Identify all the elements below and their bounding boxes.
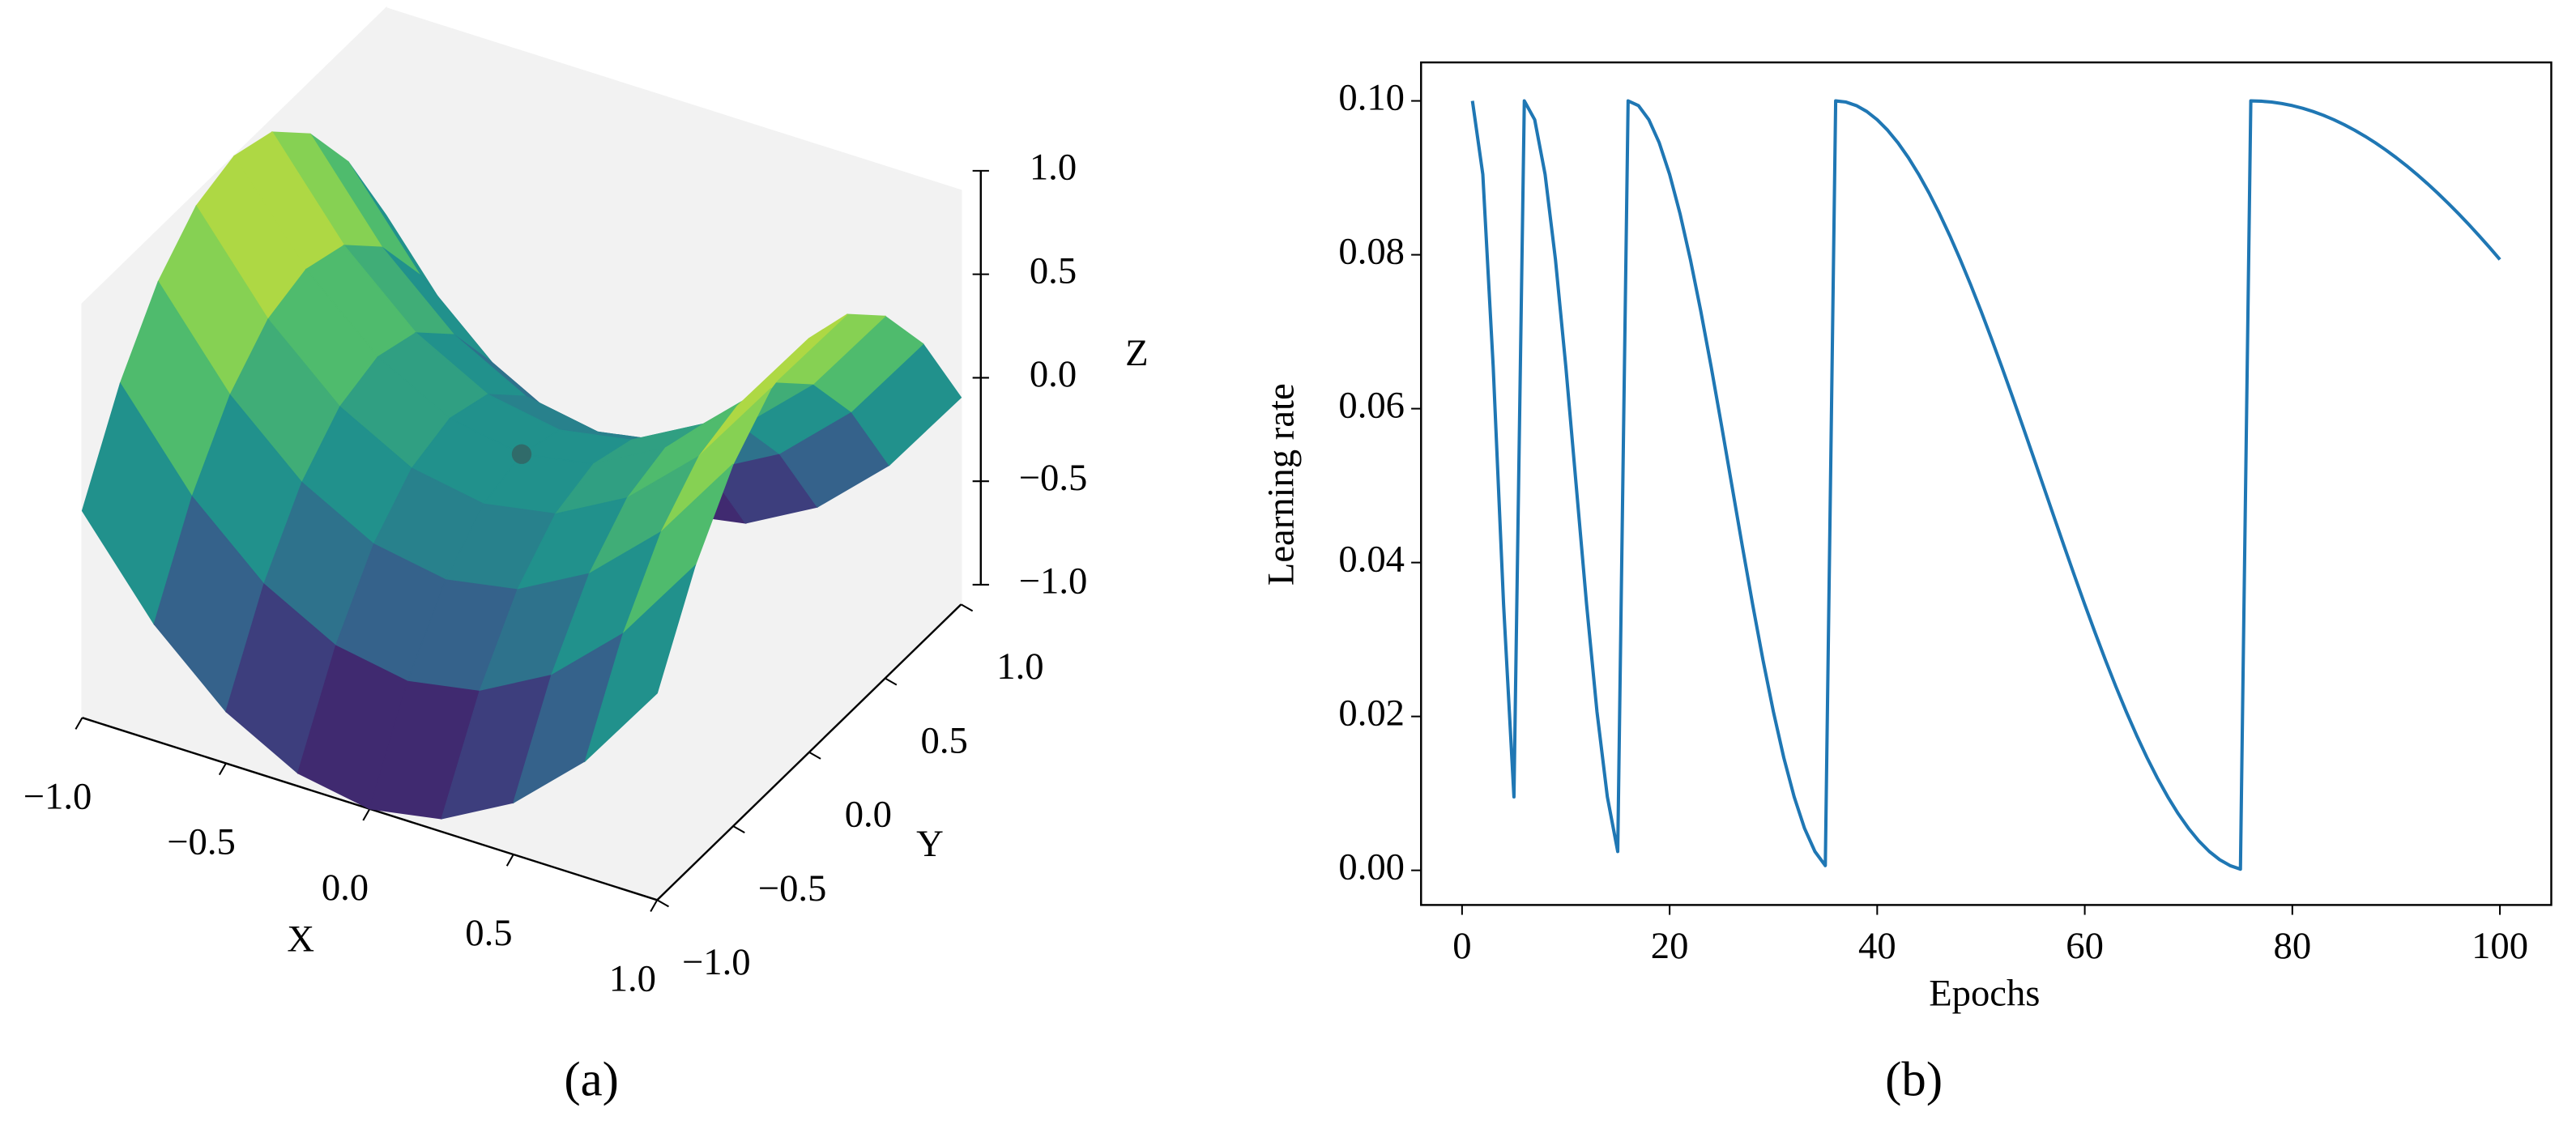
x-tick-label: 0: [1452, 925, 1471, 967]
x-tick-label: 0.5: [465, 912, 512, 954]
x-tick: [650, 899, 659, 913]
y-tick: [656, 899, 669, 908]
y-tick: [732, 825, 745, 834]
marker-point: [511, 444, 532, 464]
x-tick-label: 1.0: [609, 957, 656, 999]
line-series: [1470, 99, 2501, 871]
x-axis-label: Epochs: [1929, 973, 2040, 1015]
panel-label: (a): [564, 1052, 619, 1106]
z-tick-label: −1.0: [1019, 560, 1088, 603]
y-tick-label: 0.10: [1338, 76, 1405, 118]
z-tick-label: −0.5: [1019, 457, 1088, 499]
y-tick-label: 0.08: [1338, 230, 1405, 272]
y-tick: [885, 677, 898, 686]
y-tick: [960, 603, 974, 612]
x-tick-label: 60: [2066, 925, 2104, 967]
surface-cell: [584, 564, 697, 763]
x-axis-label: X: [287, 918, 314, 961]
x-tick-label: 0.0: [322, 867, 369, 909]
x-tick: [75, 717, 83, 730]
y-tick-label: 0.06: [1338, 384, 1405, 426]
z-tick-label: 0.0: [1030, 353, 1077, 395]
y-tick-label: 0.00: [1338, 846, 1405, 888]
y-axis-label: Y: [916, 823, 944, 865]
y-tick: [808, 751, 821, 760]
x-tick-label: 100: [2472, 925, 2528, 967]
z-axis-label: Z: [1125, 332, 1148, 374]
y-axis-label: Learning rate: [1260, 383, 1303, 586]
x-tick: [218, 762, 227, 776]
x-tick-label: −0.5: [167, 821, 236, 863]
x-tick-label: 20: [1651, 925, 1689, 967]
y-tick-label: 0.04: [1338, 538, 1405, 580]
z-tick-label: 1.0: [1030, 147, 1077, 189]
x-tick: [505, 854, 514, 867]
y-tick-label: 1.0: [996, 645, 1043, 688]
x-tick-label: 40: [1858, 925, 1896, 967]
z-tick-label: 0.5: [1030, 249, 1077, 292]
x-tick-label: −1.0: [23, 775, 92, 817]
plot-frame: [1420, 61, 2553, 906]
panel-label: (b): [1885, 1052, 1943, 1106]
y-tick-label: 0.5: [921, 719, 968, 761]
y-tick-label: −1.0: [682, 941, 751, 983]
x-tick: [362, 808, 371, 821]
y-tick-label: 0.0: [845, 794, 892, 836]
y-tick-label: 0.02: [1338, 692, 1405, 734]
x-tick-label: 80: [2274, 925, 2312, 967]
y-tick-label: −0.5: [758, 867, 827, 910]
